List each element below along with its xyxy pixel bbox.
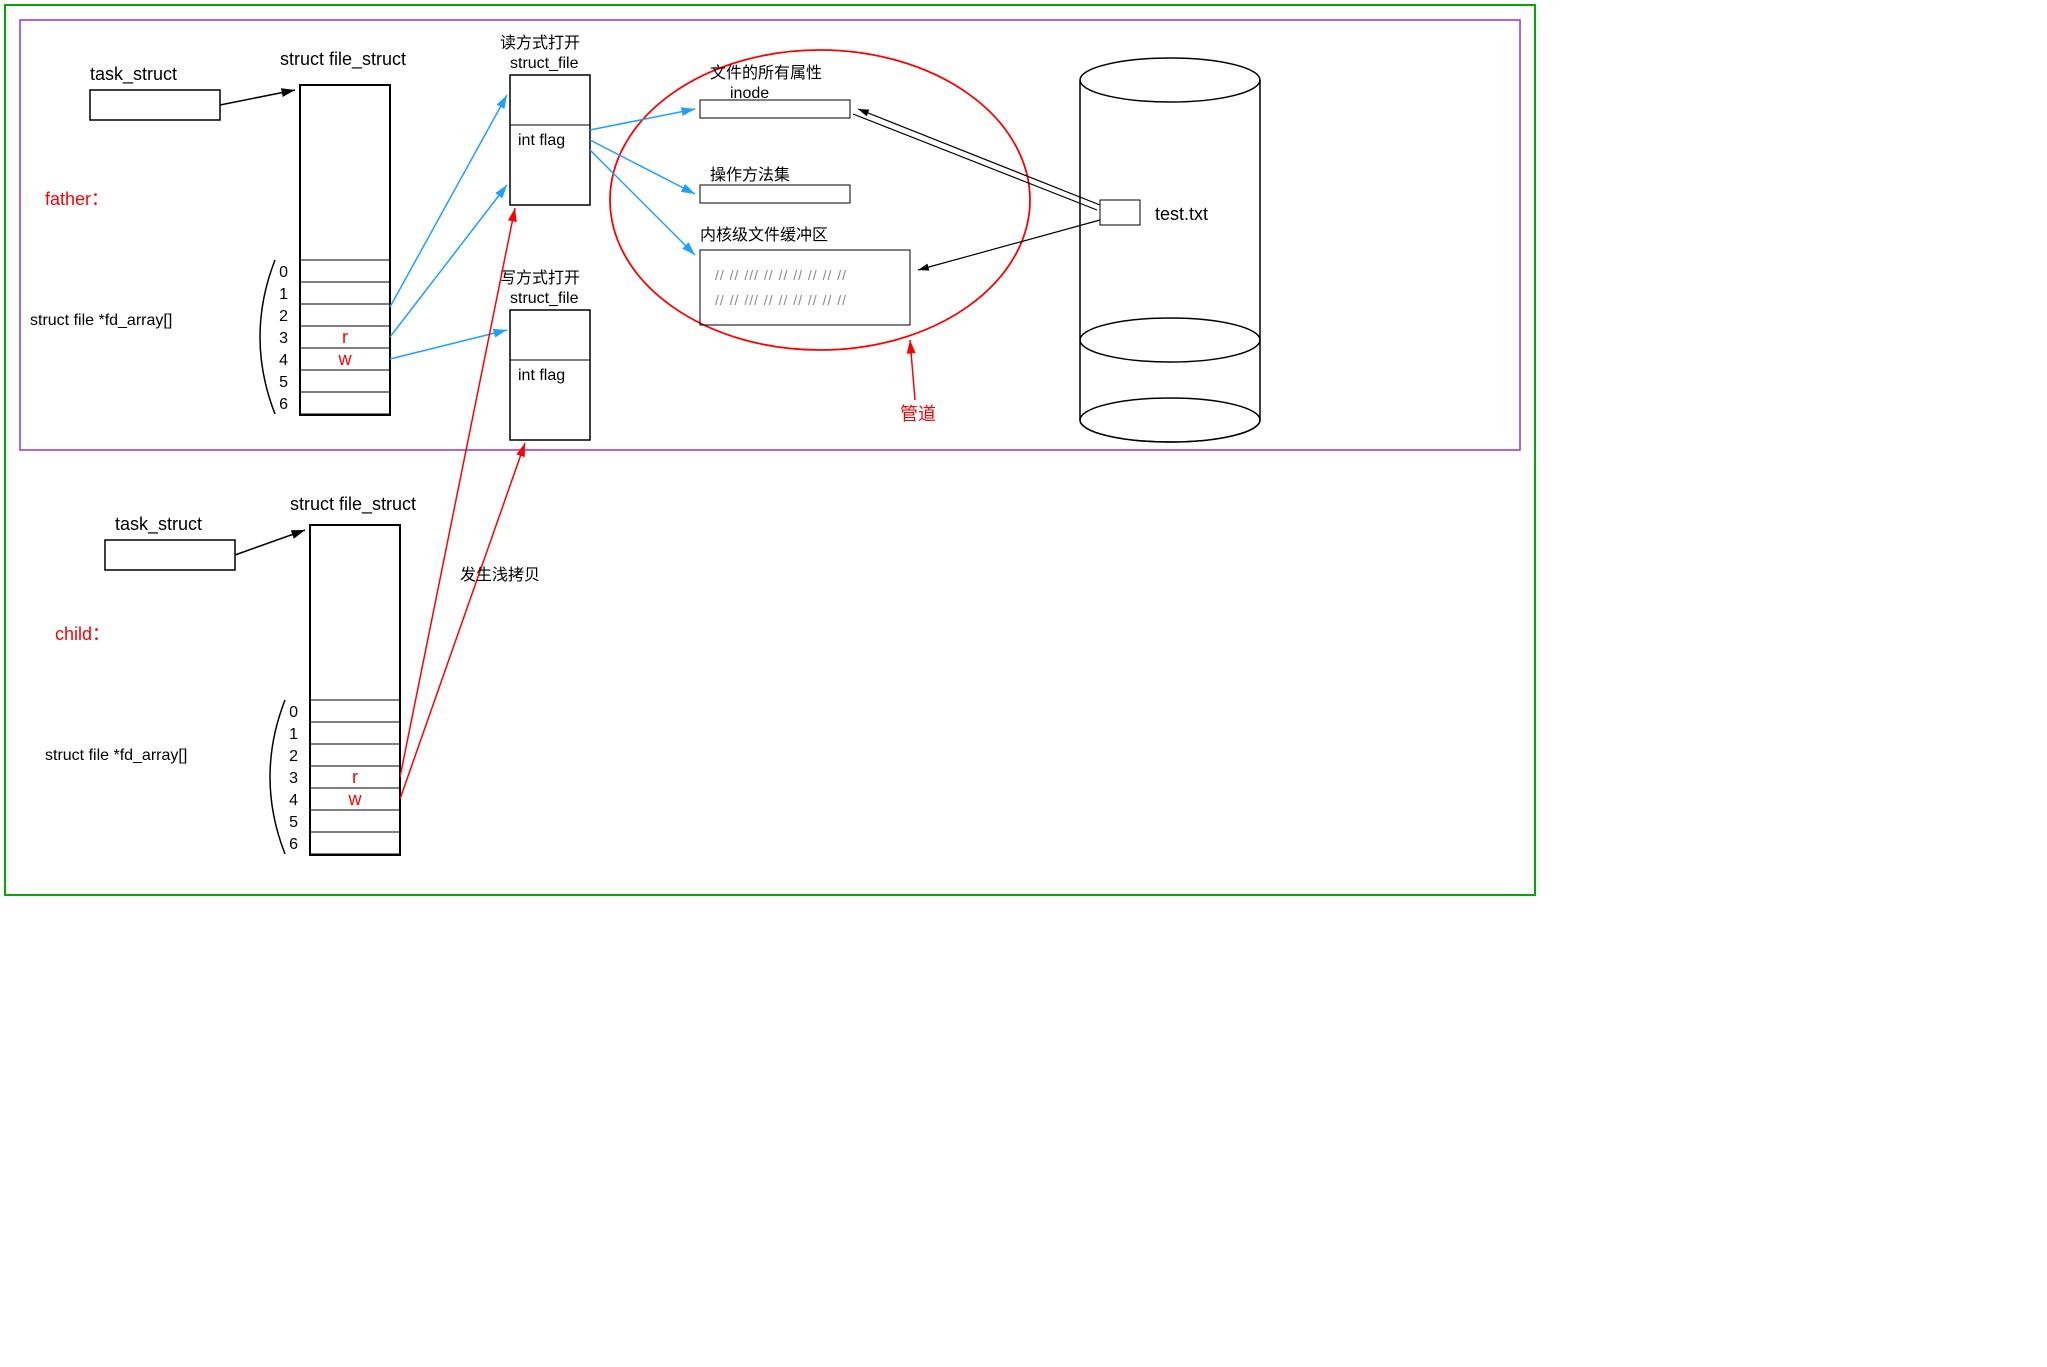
fd-row-bot-1 (310, 722, 400, 744)
fd-val-bot-3: r (352, 767, 358, 787)
task-struct-top-label: task_struct (90, 64, 177, 85)
fd-idx-top-5: 5 (279, 374, 288, 391)
test-txt-box (1100, 200, 1140, 225)
cylinder-top (1080, 58, 1260, 102)
brace-bot (270, 700, 285, 854)
task-struct-top-box (90, 90, 220, 120)
arrow-inode-to-test (853, 114, 1097, 210)
father-label: father： (45, 189, 109, 209)
file-attrs-label: 文件的所有属性 (710, 64, 822, 82)
arrow-child-fd4-to-write (400, 443, 525, 799)
arrow-pipe-label (910, 340, 915, 400)
brace-top (260, 260, 275, 414)
test-txt-label: test.txt (1155, 204, 1208, 224)
fd-idx-bot-5: 5 (289, 814, 298, 831)
pipe-label: 管道 (900, 404, 936, 424)
diagram-root: father：task_structstruct file_struct0123… (0, 0, 1540, 900)
fd-idx-top-2: 2 (279, 308, 288, 325)
cylinder-mid-ellipse (1080, 318, 1260, 362)
fd-idx-top-6: 6 (279, 396, 288, 413)
slash-2: // // /// // // // // // // (715, 292, 847, 308)
arrow-test-to-kbuf (918, 220, 1100, 270)
fd-val-top-4: w (338, 349, 353, 369)
fd-row-top-1 (300, 282, 390, 304)
fd-idx-bot-4: 4 (289, 792, 298, 809)
cylinder-bottom-ellipse (1080, 398, 1260, 442)
inode-box (700, 100, 850, 118)
file-struct-bot-label: struct file_struct (290, 494, 416, 515)
fd-idx-bot-2: 2 (289, 748, 298, 765)
fd-idx-top-0: 0 (279, 264, 288, 281)
arrow-child-fd3-to-read (400, 208, 515, 777)
fd-row-bot-6 (310, 832, 400, 854)
task-struct-bot-box (105, 540, 235, 570)
fd-val-top-3: r (342, 327, 348, 347)
int-flag-read: int flag (518, 132, 565, 149)
fd-row-top-2 (300, 304, 390, 326)
arrow-fd-to-read-upper (390, 95, 507, 307)
arrow-test-to-inode (858, 109, 1100, 205)
arrow-task-to-filestruct-top (220, 90, 295, 105)
arrow-read-to-kbuf (590, 150, 695, 255)
fd-idx-bot-0: 0 (289, 704, 298, 721)
int-flag-write: int flag (518, 367, 565, 384)
fd-idx-top-4: 4 (279, 352, 288, 369)
fd-row-top-0 (300, 260, 390, 282)
struct-file-read-label: struct_file (510, 55, 579, 72)
fd-idx-bot-3: 3 (289, 770, 298, 787)
arrow-read-to-inode (590, 109, 695, 130)
fd-array-bot-label: struct file *fd_array[] (45, 747, 187, 764)
task-struct-bot-label: task_struct (115, 514, 202, 535)
fd-row-bot-0 (310, 700, 400, 722)
slash-1: // // /// // // // // // // (715, 267, 847, 283)
kbuf-label: 内核级文件缓冲区 (700, 226, 828, 244)
fd-array-top-label: struct file *fd_array[] (30, 312, 172, 329)
cylinder-body (1080, 80, 1260, 442)
kbuf-box (700, 250, 910, 325)
fd-idx-top-3: 3 (279, 330, 288, 347)
opset-label: 操作方法集 (710, 166, 790, 184)
shallow-copy-label: 发生浅拷贝 (460, 566, 540, 584)
write-open-label: 写方式打开 (500, 269, 580, 287)
fd-row-bot-2 (310, 744, 400, 766)
read-open-label: 读方式打开 (500, 34, 580, 52)
fd-row-bot-5 (310, 810, 400, 832)
arrow-read-to-opset (590, 140, 695, 194)
struct-file-write-label: struct_file (510, 290, 579, 307)
inode-label: inode (730, 85, 769, 102)
arrow-fd3-to-read (390, 185, 507, 337)
file-struct-top-label: struct file_struct (280, 49, 406, 70)
child-label: child： (55, 624, 110, 644)
fd-val-bot-4: w (348, 789, 363, 809)
fd-idx-top-1: 1 (279, 286, 288, 303)
fd-row-top-6 (300, 392, 390, 414)
fd-idx-bot-6: 6 (289, 836, 298, 853)
opset-box (700, 185, 850, 203)
fd-row-top-5 (300, 370, 390, 392)
fd-idx-bot-1: 1 (289, 726, 298, 743)
arrow-task-to-filestruct-bot (235, 530, 305, 555)
